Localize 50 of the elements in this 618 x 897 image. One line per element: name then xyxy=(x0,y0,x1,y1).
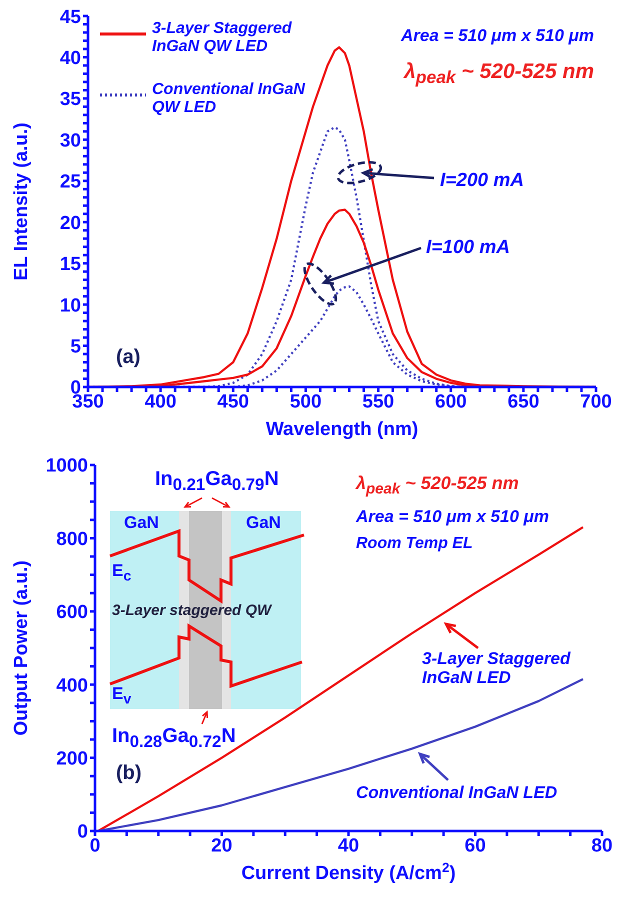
x-tick-label: 80 xyxy=(591,835,613,856)
y-tick-label: 20 xyxy=(60,212,81,234)
legend-label: 3-Layer Staggered InGaN QW LED xyxy=(152,20,293,57)
annotation: Room Temp EL xyxy=(356,535,473,553)
y-axis-title: EL Intensity (a.u.) xyxy=(11,122,32,281)
y-tick-label: 800 xyxy=(56,528,88,550)
annotation: I=100 mA xyxy=(426,237,510,259)
x-tick-label: 450 xyxy=(217,391,249,412)
annotation: In$_{0.28}$Ga$_{0.72}$N xyxy=(112,725,236,752)
annotation: GaN xyxy=(246,513,281,533)
y-tick-label: 25 xyxy=(60,172,82,193)
x-axis-title: Wavelength (nm) xyxy=(266,419,418,440)
legend-label: 3-Layer Staggered InGaN LED xyxy=(422,649,572,688)
annotation: 3-Layer staggered QW xyxy=(112,602,272,620)
y-tick-label: 5 xyxy=(70,336,82,358)
y-tick-label: 600 xyxy=(56,602,88,624)
annotation: Area = 510 μm x 510 μm xyxy=(401,26,594,46)
x-tick-label: 700 xyxy=(580,391,612,412)
y-tick-label: 40 xyxy=(60,48,81,69)
x-tick-label: 60 xyxy=(464,835,486,856)
annotation: E$_{c}$ xyxy=(112,561,132,585)
y-tick-label: 30 xyxy=(60,130,81,152)
annotation: I=200 mA xyxy=(440,170,524,192)
x-tick-label: 400 xyxy=(144,391,176,412)
y-tick-label: 35 xyxy=(60,89,82,110)
annotation: E$_{v}$ xyxy=(112,684,132,708)
legend-label: Conventional InGaN QW LED xyxy=(152,80,306,118)
annotation: (b) xyxy=(116,762,142,784)
y-tick-label: 15 xyxy=(60,254,82,276)
annotation: λ$_{peak}$ ~ 520-525 nm xyxy=(356,473,519,498)
x-tick-label: 40 xyxy=(338,835,360,856)
legend-label: Conventional InGaN LED xyxy=(356,783,558,803)
y-tick-label: 200 xyxy=(56,748,88,770)
x-tick-label: 600 xyxy=(435,391,467,412)
x-tick-label: 20 xyxy=(211,835,232,856)
x-tick-label: 650 xyxy=(508,391,540,412)
y-tick-label: 10 xyxy=(60,295,81,316)
y-tick-label: 45 xyxy=(60,6,82,28)
x-tick-label: 500 xyxy=(290,391,322,412)
y-axis-title: Output Power (a.u.) xyxy=(11,560,32,736)
y-tick-label: 1000 xyxy=(46,456,88,477)
annotation: In$_{0.21}$Ga$_{0.79}$N xyxy=(155,468,279,494)
y-tick-label: 400 xyxy=(56,675,88,696)
annotation: GaN xyxy=(124,513,159,533)
x-axis-title: Current Density (A/cm$^{2}$) xyxy=(241,860,456,884)
annotation: Area = 510 μm x 510 μm xyxy=(356,507,549,527)
annotation: (a) xyxy=(116,346,140,368)
annotation: λ$_{peak}$ ~ 520-525 nm xyxy=(404,60,594,88)
x-tick-label: 550 xyxy=(362,391,394,412)
y-tick-label: 0 xyxy=(77,822,88,843)
